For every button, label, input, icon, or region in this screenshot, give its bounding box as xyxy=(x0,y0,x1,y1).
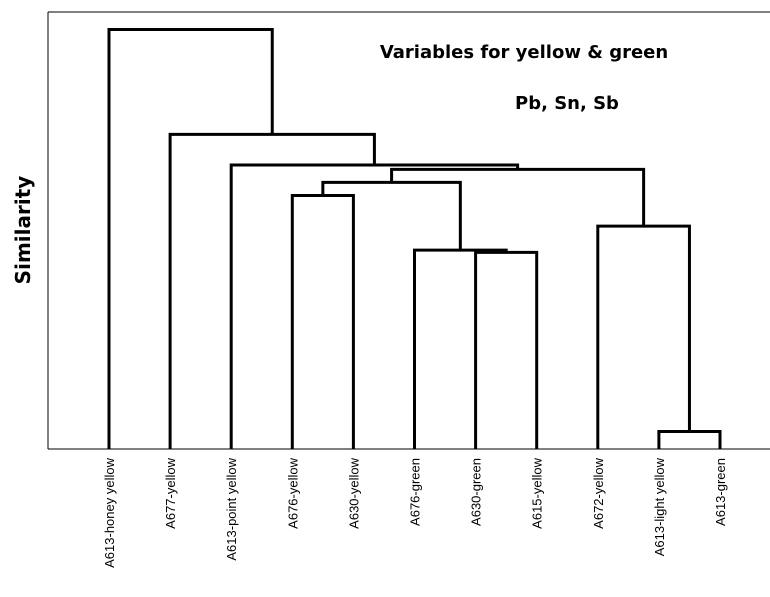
dendrogram-link xyxy=(596,224,691,449)
leaf-label: A613-point yellow xyxy=(224,457,239,560)
leaf-label: A677-yellow xyxy=(163,457,178,528)
leaf-label: A676-yellow xyxy=(285,457,300,528)
leaf-label: A613-light yellow xyxy=(652,457,667,556)
dendrogram-link xyxy=(657,430,722,449)
dendrogram-link xyxy=(474,250,539,449)
leaf-label: A630-green xyxy=(469,458,484,526)
y-axis-label: Similarity xyxy=(11,176,35,285)
chart-title: Variables for yellow & green xyxy=(380,42,668,63)
leaf-label: A676-green xyxy=(408,458,423,526)
dendrogram-link xyxy=(107,27,274,449)
leaf-label: A613-green xyxy=(713,458,728,526)
dendrogram-link xyxy=(321,180,462,251)
dendrogram-link xyxy=(290,194,355,449)
leaf-label: A615-yellow xyxy=(530,457,545,528)
dendrogram-link xyxy=(413,248,508,449)
leaf-label: A613-honey yellow xyxy=(102,457,117,567)
dendrogram-link xyxy=(390,167,646,227)
leaf-label: A672-yellow xyxy=(591,457,606,528)
leaf-label: A630-yellow xyxy=(346,457,361,528)
chart-subtitle: Pb, Sn, Sb xyxy=(515,93,619,114)
